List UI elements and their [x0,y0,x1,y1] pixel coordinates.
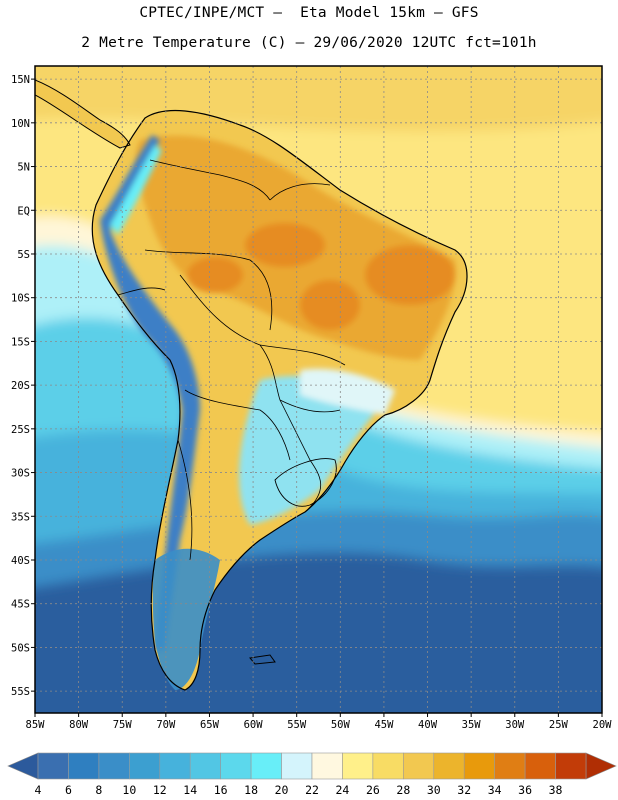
lon-tick-label: 75W [113,719,133,731]
lon-tick-label: 35W [462,719,482,731]
colorbar-swatch [555,752,587,780]
map-frame [34,65,603,714]
colorbar-swatch [129,752,161,780]
lat-tick-label: 10N [11,118,30,130]
colorbar-high-arrow [585,752,617,780]
colorbar-value-label: 18 [244,783,258,797]
lon-tick-label: 45W [374,719,394,731]
lat-tick-label: 15S [11,336,30,348]
colorbar-value-label: 32 [457,783,471,797]
colorbar-value-label: 20 [275,783,289,797]
map-plot-area [35,66,602,713]
colorbar-swatch [494,752,526,780]
title-line-2: 2 Metre Temperature (C) – 29/06/2020 12U… [81,35,537,51]
title-line-1: CPTEC/INPE/MCT – Eta Model 15km – GFS [139,5,479,21]
lat-tick-label: 5S [17,249,30,261]
land-hottest-northeast [365,245,455,305]
andes-cold-strip [100,135,200,650]
south-america-coastline [91,109,468,691]
colorbar-swatch [342,752,374,780]
lat-tick-label: 55S [11,686,30,698]
country-borders [117,159,346,561]
colorbar-value-label: 22 [305,783,319,797]
lat-tick-label: 5N [17,162,30,174]
lat-tick-label: 10S [11,293,30,305]
colorbar-swatch [281,752,313,780]
colorbar-value-label: 34 [488,783,502,797]
land-hottest-amazon [245,223,325,267]
lon-tick-label: 50W [331,719,351,731]
lon-tick-label: 55W [287,719,307,731]
colorbar-swatch [159,752,191,780]
colorbar-value-label: 30 [427,783,441,797]
colorbar-value-label: 36 [518,783,532,797]
longitude-labels: 85W 80W 75W 70W 65W 60W 55W 50W 45W 40W 35W 30W 25W 2… [26,719,613,731]
colorbar-swatch [189,752,221,780]
land-hottest-central [300,280,360,330]
lon-tick-label: 20W [593,719,613,731]
colorbar-swatch [433,752,465,780]
colorbar-value-label: 14 [183,783,197,797]
colorbar-swatch [98,752,130,780]
lon-tick-label: 60W [244,719,264,731]
colorbar-swatch [372,752,404,780]
lat-tick-label: 50S [11,642,30,654]
colorbar-low-arrow [7,752,39,780]
colorbar-swatch [220,752,252,780]
lat-tick-label: 15N [11,74,30,86]
colorbar-swatch [524,752,556,780]
lat-tick-label: 35S [11,511,30,523]
colorbar-swatch [463,752,495,780]
colorbar-value-label: 12 [153,783,167,797]
colorbar-value-label: 4 [35,783,42,797]
land-hottest-west [187,257,243,293]
colorbar-value-label: 24 [336,783,350,797]
colorbar-swatch [311,752,343,780]
colorbar-value-label: 26 [366,783,380,797]
lat-tick-label: 40S [11,555,30,567]
lon-tick-label: 25W [549,719,569,731]
lat-tick-label: 20S [11,380,30,392]
land-cool-south [239,375,390,525]
latitude-labels: 15N 10N 5N EQ 5S 10S 15S 20S 25S 30S 35S 40S 45S 50S 5… [11,74,30,698]
lon-tick-label: 80W [69,719,89,731]
colorbar-value-label: 38 [549,783,563,797]
colorbar-value-label: 16 [214,783,228,797]
lon-tick-label: 70W [156,719,176,731]
central-america-land [35,79,131,149]
colorbar [7,752,617,780]
patagonia-land [152,548,220,690]
lat-tick-label: 25S [11,424,30,436]
colorbar-value-label: 8 [95,783,102,797]
colorbar-swatch [403,752,435,780]
lon-tick-label: 85W [26,719,46,731]
colorbar-value-label: 28 [396,783,410,797]
lon-tick-label: 65W [200,719,220,731]
colorbar-swatch [250,752,282,780]
land-mild-southeast [300,368,395,415]
lat-tick-label: EQ [17,205,30,217]
colorbar-swatch [37,752,69,780]
colorbar-value-label: 10 [122,783,136,797]
axis-ticks [31,78,603,717]
colorbar-swatch [68,752,100,780]
lon-tick-label: 30W [505,719,525,731]
lat-tick-label: 45S [11,599,30,611]
lon-tick-label: 40W [418,719,438,731]
colorbar-labels: 4 6 8 10 12 14 16 18 20 22 24 26 28 30 32 34 36 38 [35,783,563,797]
la-plata-outline [274,458,337,507]
andes-foothill [110,145,162,235]
colorbar-value-label: 6 [65,783,72,797]
lat-tick-label: 30S [11,468,30,480]
